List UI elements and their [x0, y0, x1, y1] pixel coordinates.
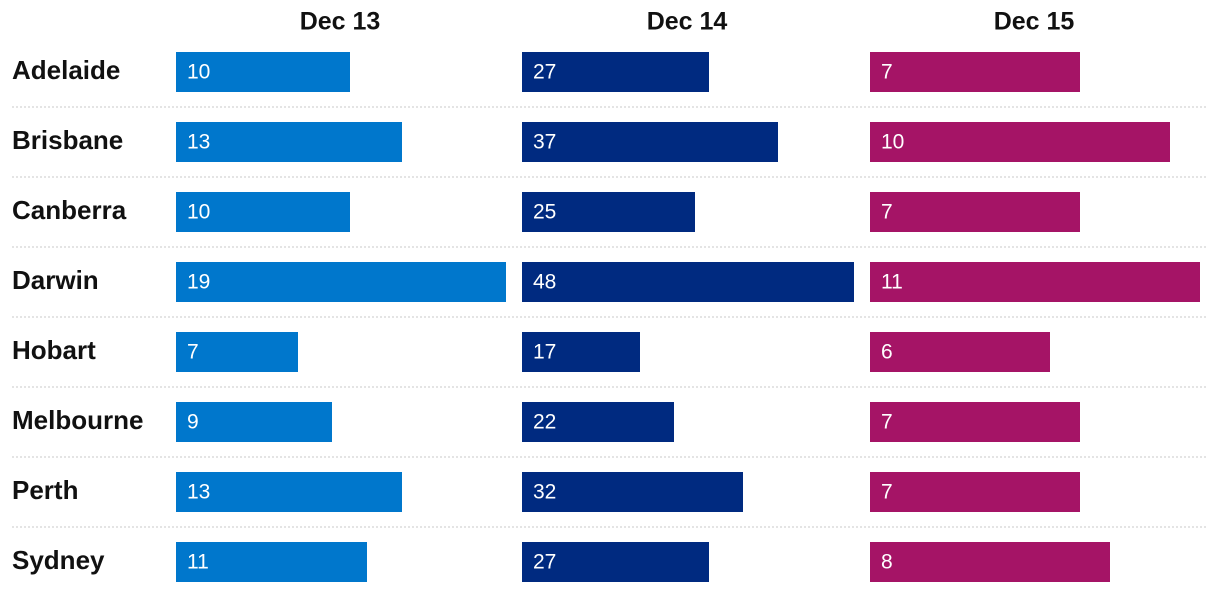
row-label-perth: Perth — [12, 475, 78, 505]
bar-sydney-3 — [870, 542, 1110, 582]
data-label-perth-2: 32 — [533, 481, 556, 504]
data-label-melbourne-2: 22 — [533, 411, 556, 434]
data-label-hobart-2: 17 — [533, 341, 556, 364]
data-label-adelaide-2: 27 — [533, 61, 556, 84]
bar-canberra-2 — [522, 192, 695, 232]
bar-canberra-3 — [870, 192, 1080, 232]
bar-brisbane-2 — [522, 122, 778, 162]
data-label-perth-3: 7 — [881, 481, 893, 504]
data-label-brisbane-1: 13 — [187, 131, 210, 154]
column-header-3: Dec 15 — [994, 8, 1075, 36]
bar-perth-1 — [176, 472, 402, 512]
bar-perth-2 — [522, 472, 743, 512]
data-label-sydney-1: 11 — [187, 551, 209, 574]
bar-hobart-1 — [176, 332, 298, 372]
data-label-perth-1: 13 — [187, 481, 210, 504]
bar-melbourne-1 — [176, 402, 332, 442]
bar-adelaide-2 — [522, 52, 709, 92]
data-label-canberra-3: 7 — [881, 201, 893, 224]
bar-brisbane-1 — [176, 122, 402, 162]
bar-brisbane-3 — [870, 122, 1170, 162]
row-label-canberra: Canberra — [12, 195, 127, 225]
data-label-canberra-2: 25 — [533, 201, 556, 224]
bar-canberra-1 — [176, 192, 350, 232]
bar-darwin-1 — [176, 262, 506, 302]
bar-perth-3 — [870, 472, 1080, 512]
data-label-darwin-1: 19 — [187, 271, 210, 294]
data-label-adelaide-1: 10 — [187, 61, 210, 84]
bar-sydney-2 — [522, 542, 709, 582]
data-label-hobart-1: 7 — [187, 341, 199, 364]
row-label-hobart: Hobart — [12, 335, 96, 365]
column-header-1: Dec 13 — [300, 8, 381, 36]
bar-hobart-2 — [522, 332, 640, 372]
column-header-2: Dec 14 — [647, 8, 728, 36]
bar-hobart-3 — [870, 332, 1050, 372]
row-label-darwin: Darwin — [12, 265, 99, 295]
data-label-brisbane-3: 10 — [881, 131, 904, 154]
bar-adelaide-1 — [176, 52, 350, 92]
data-label-adelaide-3: 7 — [881, 61, 893, 84]
data-label-brisbane-2: 37 — [533, 131, 556, 154]
row-label-sydney: Sydney — [12, 545, 105, 575]
bar-adelaide-3 — [870, 52, 1080, 92]
row-label-brisbane: Brisbane — [12, 125, 123, 155]
row-label-melbourne: Melbourne — [12, 405, 143, 435]
data-label-sydney-3: 8 — [881, 551, 893, 574]
data-label-melbourne-3: 7 — [881, 411, 893, 434]
bar-melbourne-2 — [522, 402, 674, 442]
data-label-melbourne-1: 9 — [187, 411, 199, 434]
bar-darwin-2 — [522, 262, 854, 302]
bar-melbourne-3 — [870, 402, 1080, 442]
data-label-hobart-3: 6 — [881, 341, 893, 364]
bar-darwin-3 — [870, 262, 1200, 302]
row-label-adelaide: Adelaide — [12, 55, 120, 85]
data-label-canberra-1: 10 — [187, 201, 210, 224]
bar-sydney-1 — [176, 542, 367, 582]
data-label-darwin-3: 11 — [881, 271, 903, 294]
data-label-darwin-2: 48 — [533, 271, 556, 294]
data-label-sydney-2: 27 — [533, 551, 556, 574]
